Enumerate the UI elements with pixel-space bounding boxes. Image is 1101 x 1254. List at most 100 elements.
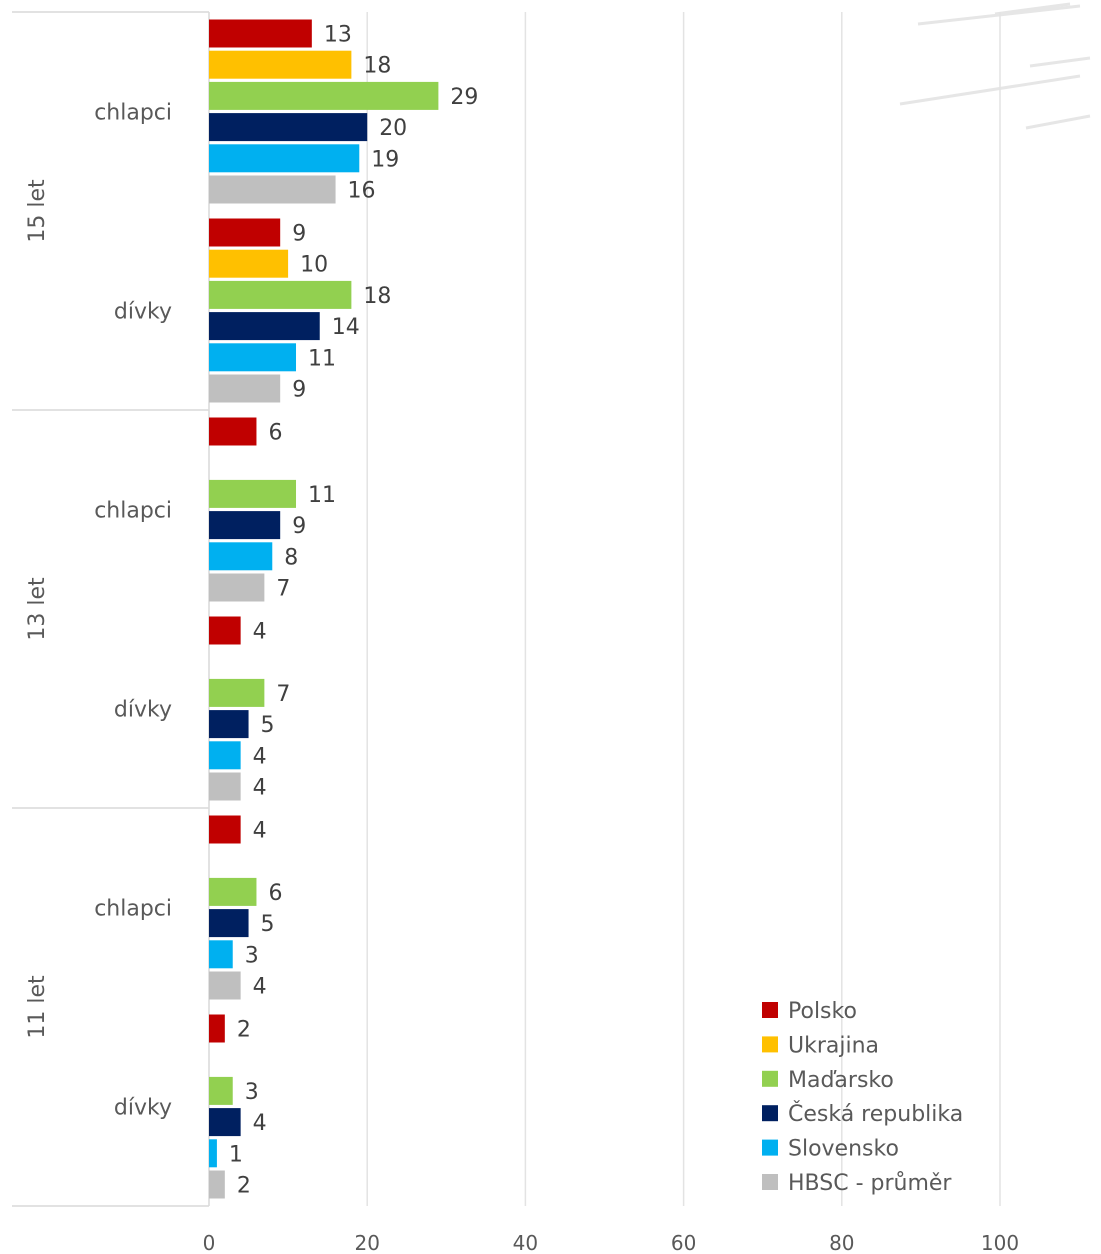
category-label: dívky — [114, 698, 172, 723]
bars — [209, 19, 439, 1199]
value-label: 2 — [237, 1174, 251, 1199]
legend-label: HBSC - průměr — [788, 1171, 952, 1196]
value-label: 11 — [308, 346, 336, 371]
category-label: chlapci — [94, 101, 172, 126]
value-label: 6 — [268, 881, 282, 906]
legend-label: Slovensko — [788, 1137, 899, 1162]
category-labels: chlapci dívky 15 let chlapci dívky 13 let chla… — [25, 101, 172, 1121]
value-label: 4 — [253, 1111, 267, 1136]
bar — [209, 1139, 217, 1168]
legend: Polsko Ukrajina Maďarsko Česká republika Slo… — [762, 999, 963, 1196]
bar — [209, 542, 273, 571]
value-label: 5 — [261, 912, 275, 937]
bar — [209, 1108, 241, 1137]
group-label: 11 let — [25, 975, 50, 1039]
bar — [209, 511, 281, 540]
value-label: 9 — [292, 378, 306, 403]
legend-swatch — [762, 1139, 778, 1156]
value-label: 10 — [300, 253, 328, 278]
legend-label: Ukrajina — [788, 1033, 879, 1058]
legend-swatch — [762, 1002, 778, 1018]
value-label: 9 — [292, 222, 306, 247]
bar — [209, 1170, 225, 1199]
value-label: 7 — [276, 682, 290, 707]
value-label: 13 — [324, 23, 352, 48]
bar — [209, 741, 241, 770]
category-label: chlapci — [94, 499, 172, 524]
decor-line — [899, 74, 1081, 106]
value-label: 4 — [253, 776, 267, 801]
x-tick-label: 20 — [354, 1231, 379, 1254]
bar — [209, 710, 249, 739]
value-label: 16 — [348, 179, 376, 204]
value-label: 14 — [332, 315, 360, 340]
value-label: 4 — [253, 975, 267, 1000]
value-label: 18 — [363, 284, 391, 309]
bar — [209, 1076, 233, 1105]
bar — [209, 19, 312, 48]
value-label: 20 — [379, 116, 407, 141]
legend-swatch — [762, 1070, 778, 1087]
bar — [209, 417, 257, 446]
bar — [209, 940, 233, 969]
bar — [209, 312, 320, 341]
bar — [209, 815, 241, 844]
value-label: 11 — [308, 483, 336, 508]
legend-swatch — [762, 1036, 778, 1053]
bar — [209, 971, 241, 1000]
decor-line — [1025, 114, 1091, 130]
x-tick-label: 0 — [203, 1231, 216, 1254]
category-label: dívky — [114, 1096, 172, 1121]
legend-label: Maďarsko — [788, 1068, 894, 1093]
bar — [209, 909, 249, 938]
bar — [209, 144, 360, 173]
bar — [209, 175, 336, 204]
bar — [209, 1014, 225, 1043]
bar — [209, 616, 241, 645]
bar — [209, 479, 297, 508]
value-labels: 1318292019169101814119611987475444653423… — [229, 23, 478, 1199]
category-label: dívky — [114, 300, 172, 325]
x-tick-label: 40 — [513, 1231, 538, 1254]
bar — [209, 573, 265, 602]
value-label: 5 — [261, 713, 275, 738]
gridlines — [366, 12, 1001, 1206]
value-label: 18 — [363, 54, 391, 79]
bar — [209, 374, 281, 403]
bar — [209, 678, 265, 707]
bar — [209, 113, 368, 142]
decor-line — [1029, 56, 1091, 68]
bar — [209, 249, 289, 278]
group-label: 15 let — [25, 179, 50, 243]
value-label: 19 — [371, 147, 399, 172]
legend-swatch — [762, 1174, 778, 1190]
value-label: 1 — [229, 1142, 243, 1167]
bar — [209, 280, 352, 309]
group-label: 13 let — [25, 577, 50, 641]
bar — [209, 877, 257, 906]
value-label: 7 — [276, 577, 290, 602]
value-label: 8 — [284, 545, 298, 570]
value-label: 3 — [245, 943, 259, 968]
category-axis — [12, 11, 210, 1207]
x-tick-label: 60 — [671, 1231, 696, 1254]
bar — [209, 218, 281, 247]
value-label: 6 — [268, 421, 282, 446]
decor-line — [917, 4, 1081, 26]
value-label: 3 — [245, 1080, 259, 1105]
legend-label: Česká republika — [788, 1101, 963, 1127]
value-label: 29 — [450, 85, 478, 110]
value-label: 4 — [253, 620, 267, 645]
x-tick-label: 100 — [981, 1231, 1019, 1254]
value-label: 9 — [292, 514, 306, 539]
decor-line — [994, 2, 1071, 16]
legend-swatch — [762, 1105, 778, 1122]
legend-label: Polsko — [788, 999, 857, 1024]
bar — [209, 772, 241, 801]
bar — [209, 343, 297, 372]
decorative-lines — [899, 2, 1091, 130]
x-tick-labels: 0 20 40 60 80 100 — [203, 1231, 1019, 1254]
bar — [209, 50, 352, 79]
x-tick-label: 80 — [829, 1231, 854, 1254]
